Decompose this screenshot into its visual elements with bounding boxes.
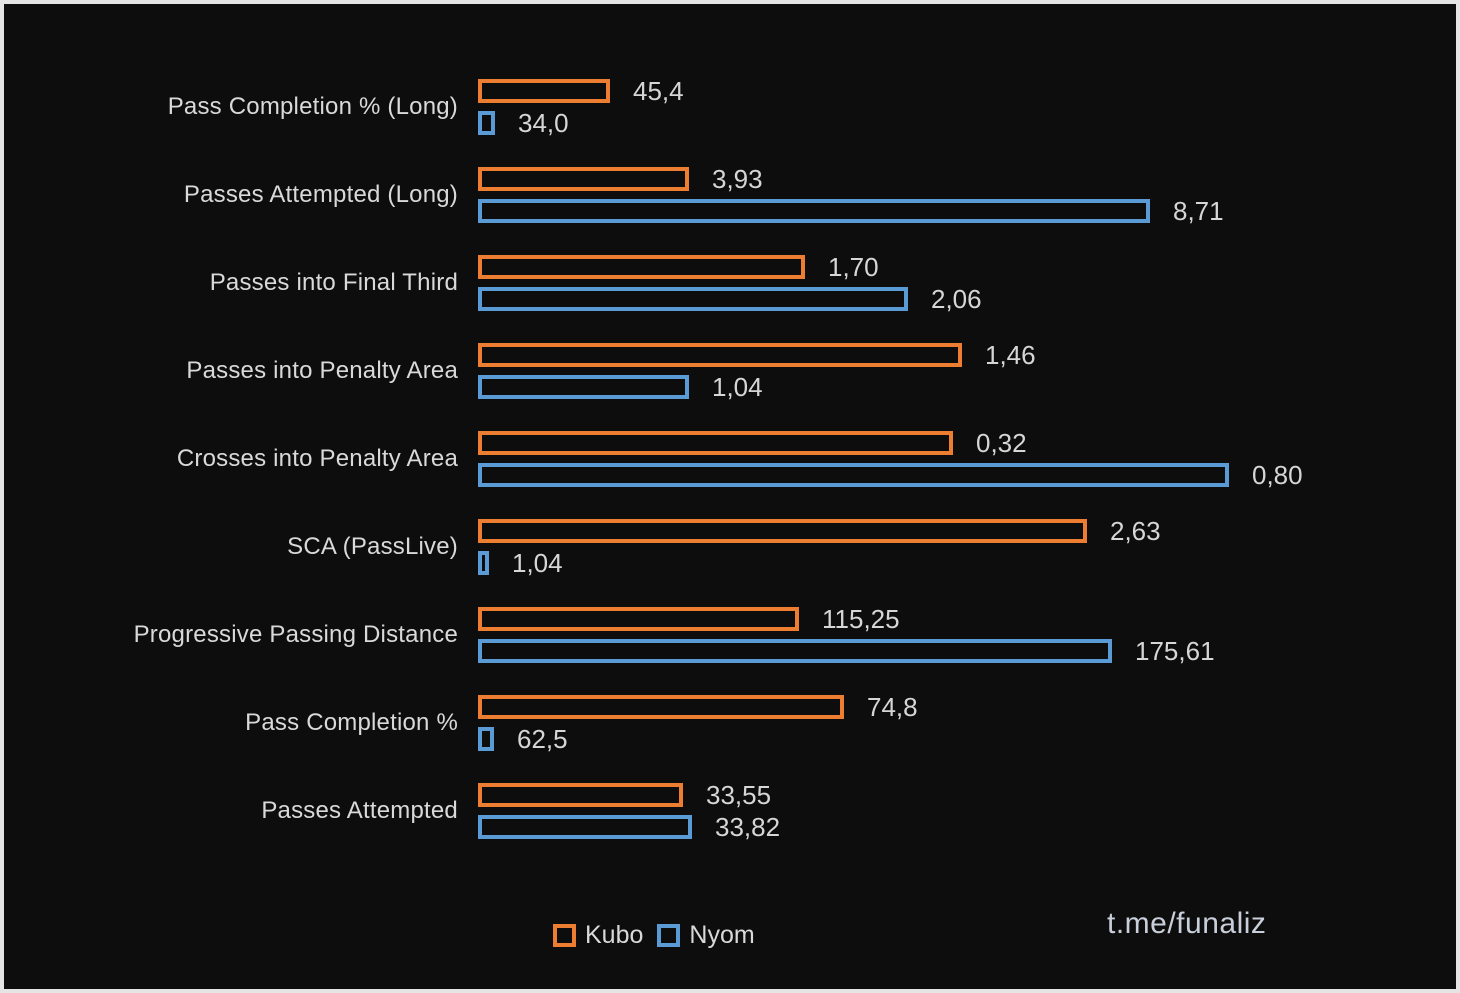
kubo-value: 2,63 — [1110, 515, 1161, 546]
category-label: Passes into Penalty Area — [186, 357, 458, 384]
nyom-value: 8,71 — [1173, 195, 1224, 226]
chart-row: Pass Completion % (Long) 45,4 34,0 — [4, 63, 1456, 151]
nyom-value: 33,82 — [715, 811, 781, 842]
legend-label-kubo: Kubo — [585, 921, 644, 949]
kubo-value: 0,32 — [976, 427, 1027, 458]
nyom-value: 175,61 — [1135, 635, 1215, 666]
kubo-bar — [478, 783, 683, 807]
nyom-bar-line: 33,82 — [478, 812, 780, 842]
nyom-bar-line: 62,5 — [478, 724, 918, 754]
nyom-swatch-icon — [657, 924, 681, 947]
nyom-bar — [478, 639, 1112, 663]
nyom-value: 1,04 — [712, 371, 763, 402]
kubo-bar — [478, 79, 610, 103]
nyom-bar — [478, 199, 1150, 223]
kubo-bar — [478, 519, 1087, 543]
category-label: Crosses into Penalty Area — [176, 445, 458, 472]
kubo-value: 33,55 — [706, 779, 772, 810]
category-label: SCA (PassLive) — [287, 533, 458, 560]
kubo-bar — [478, 167, 689, 191]
legend: Kubo Nyom — [553, 921, 755, 950]
nyom-bar — [478, 551, 489, 575]
legend-item-nyom: Nyom — [657, 921, 755, 950]
kubo-bar-line: 1,70 — [478, 252, 982, 282]
kubo-bar-line: 115,25 — [478, 604, 1215, 634]
kubo-value: 1,70 — [828, 251, 879, 282]
chart-rows: Pass Completion % (Long) 45,4 34,0 Passes A… — [4, 63, 1456, 855]
chart-row: Passes into Penalty Area 1,46 1,04 — [4, 327, 1456, 415]
category-label: Pass Completion % — [245, 709, 458, 736]
kubo-bar — [478, 255, 805, 279]
nyom-value: 0,80 — [1252, 459, 1303, 490]
chart-row: Crosses into Penalty Area 0,32 0,80 — [4, 415, 1456, 503]
chart-row: Passes Attempted (Long) 3,93 8,71 — [4, 151, 1456, 239]
kubo-value: 115,25 — [822, 603, 900, 634]
nyom-bar — [478, 287, 908, 311]
nyom-bar — [478, 727, 494, 751]
category-label: Passes into Final Third — [209, 269, 458, 296]
kubo-bar — [478, 431, 953, 455]
nyom-bar-line: 34,0 — [478, 108, 684, 138]
nyom-bar — [478, 463, 1229, 487]
category-label: Passes Attempted — [261, 797, 458, 824]
bar-pair: 1,70 2,06 — [478, 239, 982, 327]
watermark: t.me/funaliz — [1107, 907, 1267, 940]
bar-pair: 33,55 33,82 — [478, 767, 780, 855]
kubo-bar — [478, 695, 844, 719]
bar-pair: 2,63 1,04 — [478, 503, 1161, 591]
kubo-value: 74,8 — [867, 691, 918, 722]
kubo-bar — [478, 607, 799, 631]
bar-pair: 45,4 34,0 — [478, 63, 684, 151]
bar-pair: 0,32 0,80 — [478, 415, 1303, 503]
category-label: Passes Attempted (Long) — [183, 181, 458, 208]
nyom-value: 34,0 — [518, 107, 569, 138]
chart-row: Pass Completion % 74,8 62,5 — [4, 679, 1456, 767]
nyom-bar — [478, 111, 495, 135]
kubo-value: 3,93 — [712, 163, 763, 194]
chart-row: Progressive Passing Distance 115,25 175,61 — [4, 591, 1456, 679]
nyom-bar-line: 1,04 — [478, 372, 1036, 402]
chart-row: SCA (PassLive) 2,63 1,04 — [4, 503, 1456, 591]
category-label: Pass Completion % (Long) — [167, 93, 458, 120]
nyom-bar-line: 175,61 — [478, 636, 1215, 666]
bar-pair: 74,8 62,5 — [478, 679, 918, 767]
kubo-bar-line: 33,55 — [478, 780, 780, 810]
kubo-bar — [478, 343, 962, 367]
chart-row: Passes into Final Third 1,70 2,06 — [4, 239, 1456, 327]
chart-row: Passes Attempted 33,55 33,82 — [4, 767, 1456, 855]
kubo-bar-line: 2,63 — [478, 516, 1161, 546]
kubo-value: 45,4 — [633, 75, 684, 106]
bar-pair: 115,25 175,61 — [478, 591, 1215, 679]
nyom-value: 62,5 — [517, 723, 568, 754]
kubo-bar-line: 1,46 — [478, 340, 1036, 370]
legend-label-nyom: Nyom — [689, 921, 755, 949]
kubo-bar-line: 74,8 — [478, 692, 918, 722]
kubo-swatch-icon — [553, 924, 576, 947]
nyom-bar — [478, 815, 692, 839]
nyom-bar-line: 8,71 — [478, 196, 1224, 226]
nyom-bar-line: 0,80 — [478, 460, 1303, 490]
nyom-value: 1,04 — [512, 547, 563, 578]
category-label: Progressive Passing Distance — [133, 621, 458, 648]
kubo-bar-line: 3,93 — [478, 164, 1224, 194]
kubo-bar-line: 45,4 — [478, 76, 684, 106]
bar-pair: 3,93 8,71 — [478, 151, 1224, 239]
kubo-bar-line: 0,32 — [478, 428, 1303, 458]
bar-pair: 1,46 1,04 — [478, 327, 1036, 415]
nyom-value: 2,06 — [931, 283, 982, 314]
kubo-value: 1,46 — [985, 339, 1036, 370]
legend-item-kubo: Kubo — [553, 921, 643, 950]
nyom-bar-line: 2,06 — [478, 284, 982, 314]
nyom-bar-line: 1,04 — [478, 548, 1161, 578]
nyom-bar — [478, 375, 689, 399]
